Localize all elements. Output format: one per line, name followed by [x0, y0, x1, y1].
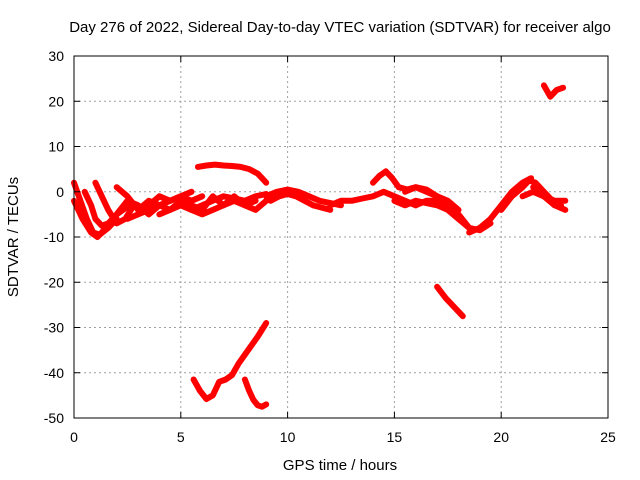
series-line-track-i [156, 191, 270, 218]
x-axis-ticks: 0 5 10 15 20 25 [70, 56, 616, 445]
x-tick-label: 0 [70, 429, 78, 445]
series-line-track-k [194, 161, 270, 186]
series-line-track-q [391, 197, 473, 231]
series-line-track-j [177, 197, 270, 218]
y-axis-label: SDTVAR / TECUs [5, 177, 22, 297]
y-tick-label: 0 [56, 184, 64, 200]
series-line-track-v [530, 184, 569, 213]
y-tick-label: 30 [48, 48, 64, 64]
y-tick-label: -50 [44, 410, 64, 426]
x-tick-label: 10 [280, 429, 296, 445]
x-axis-label: GPS time / hours [283, 457, 397, 474]
series-line-track-n [327, 188, 419, 209]
series-line-track-z [241, 376, 270, 410]
series-line-track-w [540, 82, 567, 100]
y-tick-label: 20 [48, 93, 64, 109]
series-line-track-y [190, 320, 270, 402]
y-tick-label: -40 [44, 365, 64, 381]
y-tick-label: -20 [44, 274, 64, 290]
y-tick-label: -30 [44, 320, 64, 336]
x-tick-label: 15 [387, 429, 403, 445]
y-axis-ticks: -50 -40 -30 -20 -10 0 10 20 30 [44, 48, 608, 426]
series-line-track-p [402, 184, 462, 213]
x-tick-label: 5 [177, 429, 185, 445]
chart-title: Day 276 of 2022, Sidereal Day-to-day VTE… [69, 19, 611, 36]
series-line-track-x [434, 283, 466, 320]
y-tick-label: -10 [44, 229, 64, 245]
series-line-track-m [267, 191, 334, 213]
series-line-track-g [124, 193, 206, 222]
grid-lines [74, 56, 608, 418]
y-tick-label: 10 [48, 139, 64, 155]
x-tick-label: 25 [600, 429, 616, 445]
data-series [71, 82, 569, 410]
series-line-track-l [263, 186, 344, 209]
x-tick-label: 20 [493, 429, 509, 445]
